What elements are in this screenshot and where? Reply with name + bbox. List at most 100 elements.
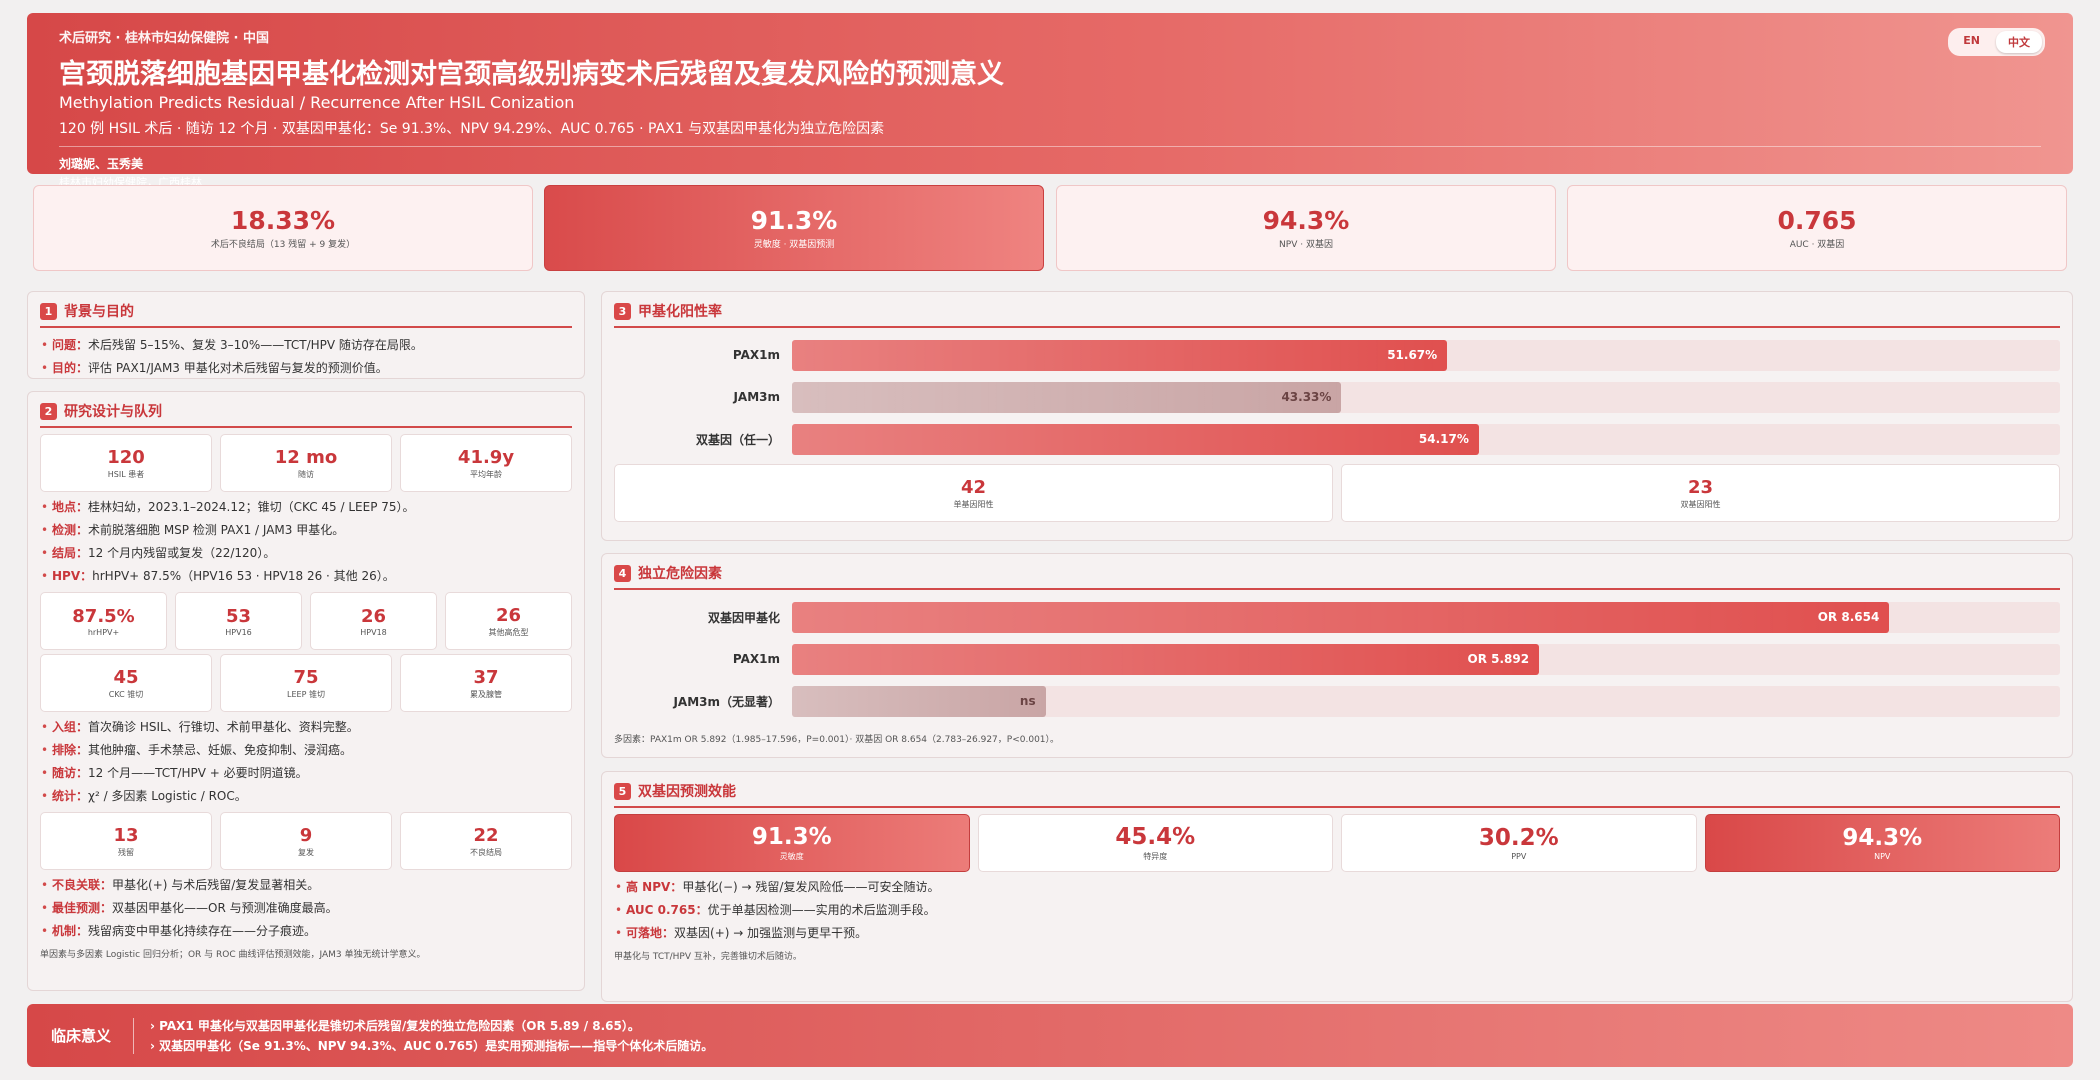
stat-label: 双基因阳性 bbox=[1680, 499, 1721, 509]
value-label: OR 5.892 bbox=[1467, 652, 1530, 666]
kpi-card: 94.3% NPV · 双基因 bbox=[1056, 185, 1556, 271]
stat-grid: 91.3% 灵敏度 45.4% 特异度 30.2% PPV 94.3% NPV bbox=[614, 814, 2060, 872]
panel-methylation: 3 甲基化阳性率 PAX1m 51.67% JAM3m 43.33% 双基因（任一） 54.1… bbox=[601, 291, 2073, 541]
section-header: 5 双基因预测效能 bbox=[614, 780, 2060, 808]
stat-label: 不良结局 bbox=[470, 847, 502, 857]
stat-grid: 13 残留 9 复发 22 不良结局 bbox=[40, 812, 572, 870]
stat-label: 单基因阳性 bbox=[953, 499, 994, 509]
item-text: 甲基化(−) → 残留/复发风险低——可安全随访。 bbox=[682, 880, 940, 894]
item-label: 排除： bbox=[52, 743, 89, 757]
stat-label: HSIL 患者 bbox=[107, 469, 145, 479]
kpi-label: 术后不良结局（13 残留 + 9 复发） bbox=[210, 240, 356, 250]
item-label: 问题： bbox=[52, 338, 89, 352]
stat-value: 26 bbox=[495, 604, 522, 626]
item-label: 最佳预测： bbox=[52, 901, 113, 915]
authors: 刘璐妮、玉秀美 bbox=[59, 157, 144, 171]
bar: OR 8.654 bbox=[792, 601, 1890, 633]
kpi-label: 灵敏度 · 双基因预测 bbox=[753, 240, 835, 250]
item-text: χ² / 多因素 Logistic / ROC。 bbox=[88, 789, 247, 803]
item-text: 双基因甲基化——OR 与预测准确度最高。 bbox=[112, 901, 338, 915]
item-text: 甲基化(+) 与术后残留/复发显著相关。 bbox=[112, 878, 320, 892]
subtitle: Methylation Predicts Residual / Recurren… bbox=[59, 93, 575, 112]
item-text: 评估 PAX1/JAM3 甲基化对术后残留与复发的预测价值。 bbox=[88, 361, 388, 375]
stat-value: 75 bbox=[293, 666, 319, 688]
stat-value: 120 bbox=[107, 446, 145, 468]
stat-value: 45 bbox=[113, 666, 139, 688]
stat-label: HPV18 bbox=[360, 627, 387, 637]
footer: 临床意义 PAX1 甲基化与双基因甲基化是锥切术后残留/复发的独立危险因素（OR… bbox=[27, 1004, 2073, 1067]
category-label: PAX1m bbox=[732, 348, 780, 362]
bullet-item: 检测：术前脱落细胞 MSP 检测 PAX1 / JAM3 甲基化。 bbox=[40, 519, 572, 542]
lang-en[interactable]: EN bbox=[1963, 34, 1980, 47]
bullet-item: 地点：桂林妇幼，2023.1–2024.12；锥切（CKC 45 / LEEP … bbox=[40, 496, 572, 519]
bar-track: OR 8.654 bbox=[792, 601, 2060, 633]
bar: 54.17% bbox=[792, 423, 1479, 455]
stat-label: LEEP 锥切 bbox=[287, 689, 325, 699]
stat-card: 41.9y 平均年龄 bbox=[400, 434, 572, 492]
bar-track: 43.33% bbox=[792, 381, 2060, 413]
kpi-card: 91.3% 灵敏度 · 双基因预测 bbox=[544, 185, 1044, 271]
value-label: ns bbox=[1019, 694, 1036, 708]
stat-card: 42 单基因阳性 bbox=[614, 464, 1333, 522]
stat-card: 120 HSIL 患者 bbox=[40, 434, 212, 492]
stat-card: 45 CKC 锥切 bbox=[40, 654, 212, 712]
bar-row: 双基因（任一） 54.17% bbox=[614, 418, 2060, 460]
item-label: 检测： bbox=[52, 523, 89, 537]
item-text: 术后残留 5–15%、复发 3–10%——TCT/HPV 随访存在局限。 bbox=[88, 338, 423, 352]
category-label: JAM3m（无显著） bbox=[673, 694, 780, 709]
item-text: 首次确诊 HSIL、行锥切、术前甲基化、资料完整。 bbox=[88, 720, 359, 734]
note: 多因素：PAX1m OR 5.892（1.985–17.596，P=0.001）… bbox=[614, 735, 1060, 745]
bar-track: 54.17% bbox=[792, 423, 2060, 455]
section-header: 1 背景与目的 bbox=[40, 300, 572, 328]
bar-track: ns bbox=[792, 685, 2060, 717]
kpi-label: NPV · 双基因 bbox=[1279, 240, 1333, 250]
stat-grid: 120 HSIL 患者 12 mo 随访 41.9y 平均年龄 bbox=[40, 434, 572, 492]
footer-label: 临床意义 bbox=[51, 1017, 135, 1054]
stat-card: 13 残留 bbox=[40, 812, 212, 870]
bar-track: 51.67% bbox=[792, 339, 2060, 371]
bullet-item: 不良关联：甲基化(+) 与术后残留/复发显著相关。 bbox=[40, 874, 572, 897]
stat-card: 26 其他高危型 bbox=[445, 592, 572, 650]
panel-background: 1 背景与目的问题：术后残留 5–15%、复发 3–10%——TCT/HPV 随访… bbox=[27, 291, 585, 379]
kpi-label: AUC · 双基因 bbox=[1789, 240, 1845, 250]
panel-risk: 4 独立危险因素 双基因甲基化 OR 8.654 PAX1m OR 5.892 JAM3m（… bbox=[601, 553, 2073, 758]
bullet-item: 统计：χ² / 多因素 Logistic / ROC。 bbox=[40, 785, 572, 808]
section-header: 2 研究设计与队列 bbox=[40, 400, 572, 428]
footer-item: 双基因甲基化（Se 91.3%、NPV 94.3%、AUC 0.765）是实用预… bbox=[150, 1036, 713, 1056]
bar-row: JAM3m（无显著） ns bbox=[614, 680, 2060, 722]
item-text: 12 个月——TCT/HPV + 必要时阴道镜。 bbox=[88, 766, 308, 780]
stat-label: 累及腺管 bbox=[470, 689, 502, 699]
note: 甲基化与 TCT/HPV 互补，完善锥切术后随访。 bbox=[614, 952, 802, 962]
stat-grid: 45 CKC 锥切 75 LEEP 锥切 37 累及腺管 bbox=[40, 654, 572, 712]
stat-label: 特异度 bbox=[1143, 852, 1168, 861]
item-label: 目的： bbox=[52, 361, 89, 375]
section-title: 双基因预测效能 bbox=[638, 784, 736, 800]
item-text: 其他肿瘤、手术禁忌、妊娠、免疫抑制、浸润癌。 bbox=[88, 743, 353, 757]
stat-card: 22 不良结局 bbox=[400, 812, 572, 870]
stat-value: 13 bbox=[113, 824, 139, 846]
stat-value: 26 bbox=[360, 605, 387, 627]
stat-label: 平均年龄 bbox=[470, 469, 502, 479]
bullet-item: 结局：12 个月内残留或复发（22/120）。 bbox=[40, 542, 572, 565]
bar: OR 5.892 bbox=[792, 643, 1540, 675]
category-label: JAM3m bbox=[733, 390, 780, 404]
bar-track: OR 5.892 bbox=[792, 643, 2060, 675]
stat-label: PPV bbox=[1511, 852, 1527, 861]
kpi-value: 0.765 bbox=[1777, 206, 1857, 235]
language-toggle: EN 中文 bbox=[1948, 28, 2045, 56]
bullet-item: 目的：评估 PAX1/JAM3 甲基化对术后残留与复发的预测价值。 bbox=[40, 357, 572, 378]
lang-zh[interactable]: 中文 bbox=[1996, 31, 2042, 53]
stat-label: 复发 bbox=[298, 847, 314, 857]
category-label: PAX1m bbox=[732, 652, 780, 666]
bar: ns bbox=[792, 685, 1046, 717]
stat-card: 87.5% hrHPV+ bbox=[40, 592, 167, 650]
stat-card: 91.3% 灵敏度 bbox=[614, 814, 970, 872]
value-label: 51.67% bbox=[1387, 348, 1438, 362]
bullet-item: 排除：其他肿瘤、手术禁忌、妊娠、免疫抑制、浸润癌。 bbox=[40, 739, 572, 762]
item-text: 残留病变中甲基化持续存在——分子痕迹。 bbox=[88, 924, 317, 938]
bullet-item: HPV：hrHPV+ 87.5%（HPV16 53 · HPV18 26 · 其… bbox=[40, 565, 572, 588]
bar-row: 双基因甲基化 OR 8.654 bbox=[614, 596, 2060, 638]
item-label: HPV： bbox=[52, 569, 93, 583]
bar: 43.33% bbox=[792, 381, 1342, 413]
section-title: 研究设计与队列 bbox=[64, 404, 162, 420]
